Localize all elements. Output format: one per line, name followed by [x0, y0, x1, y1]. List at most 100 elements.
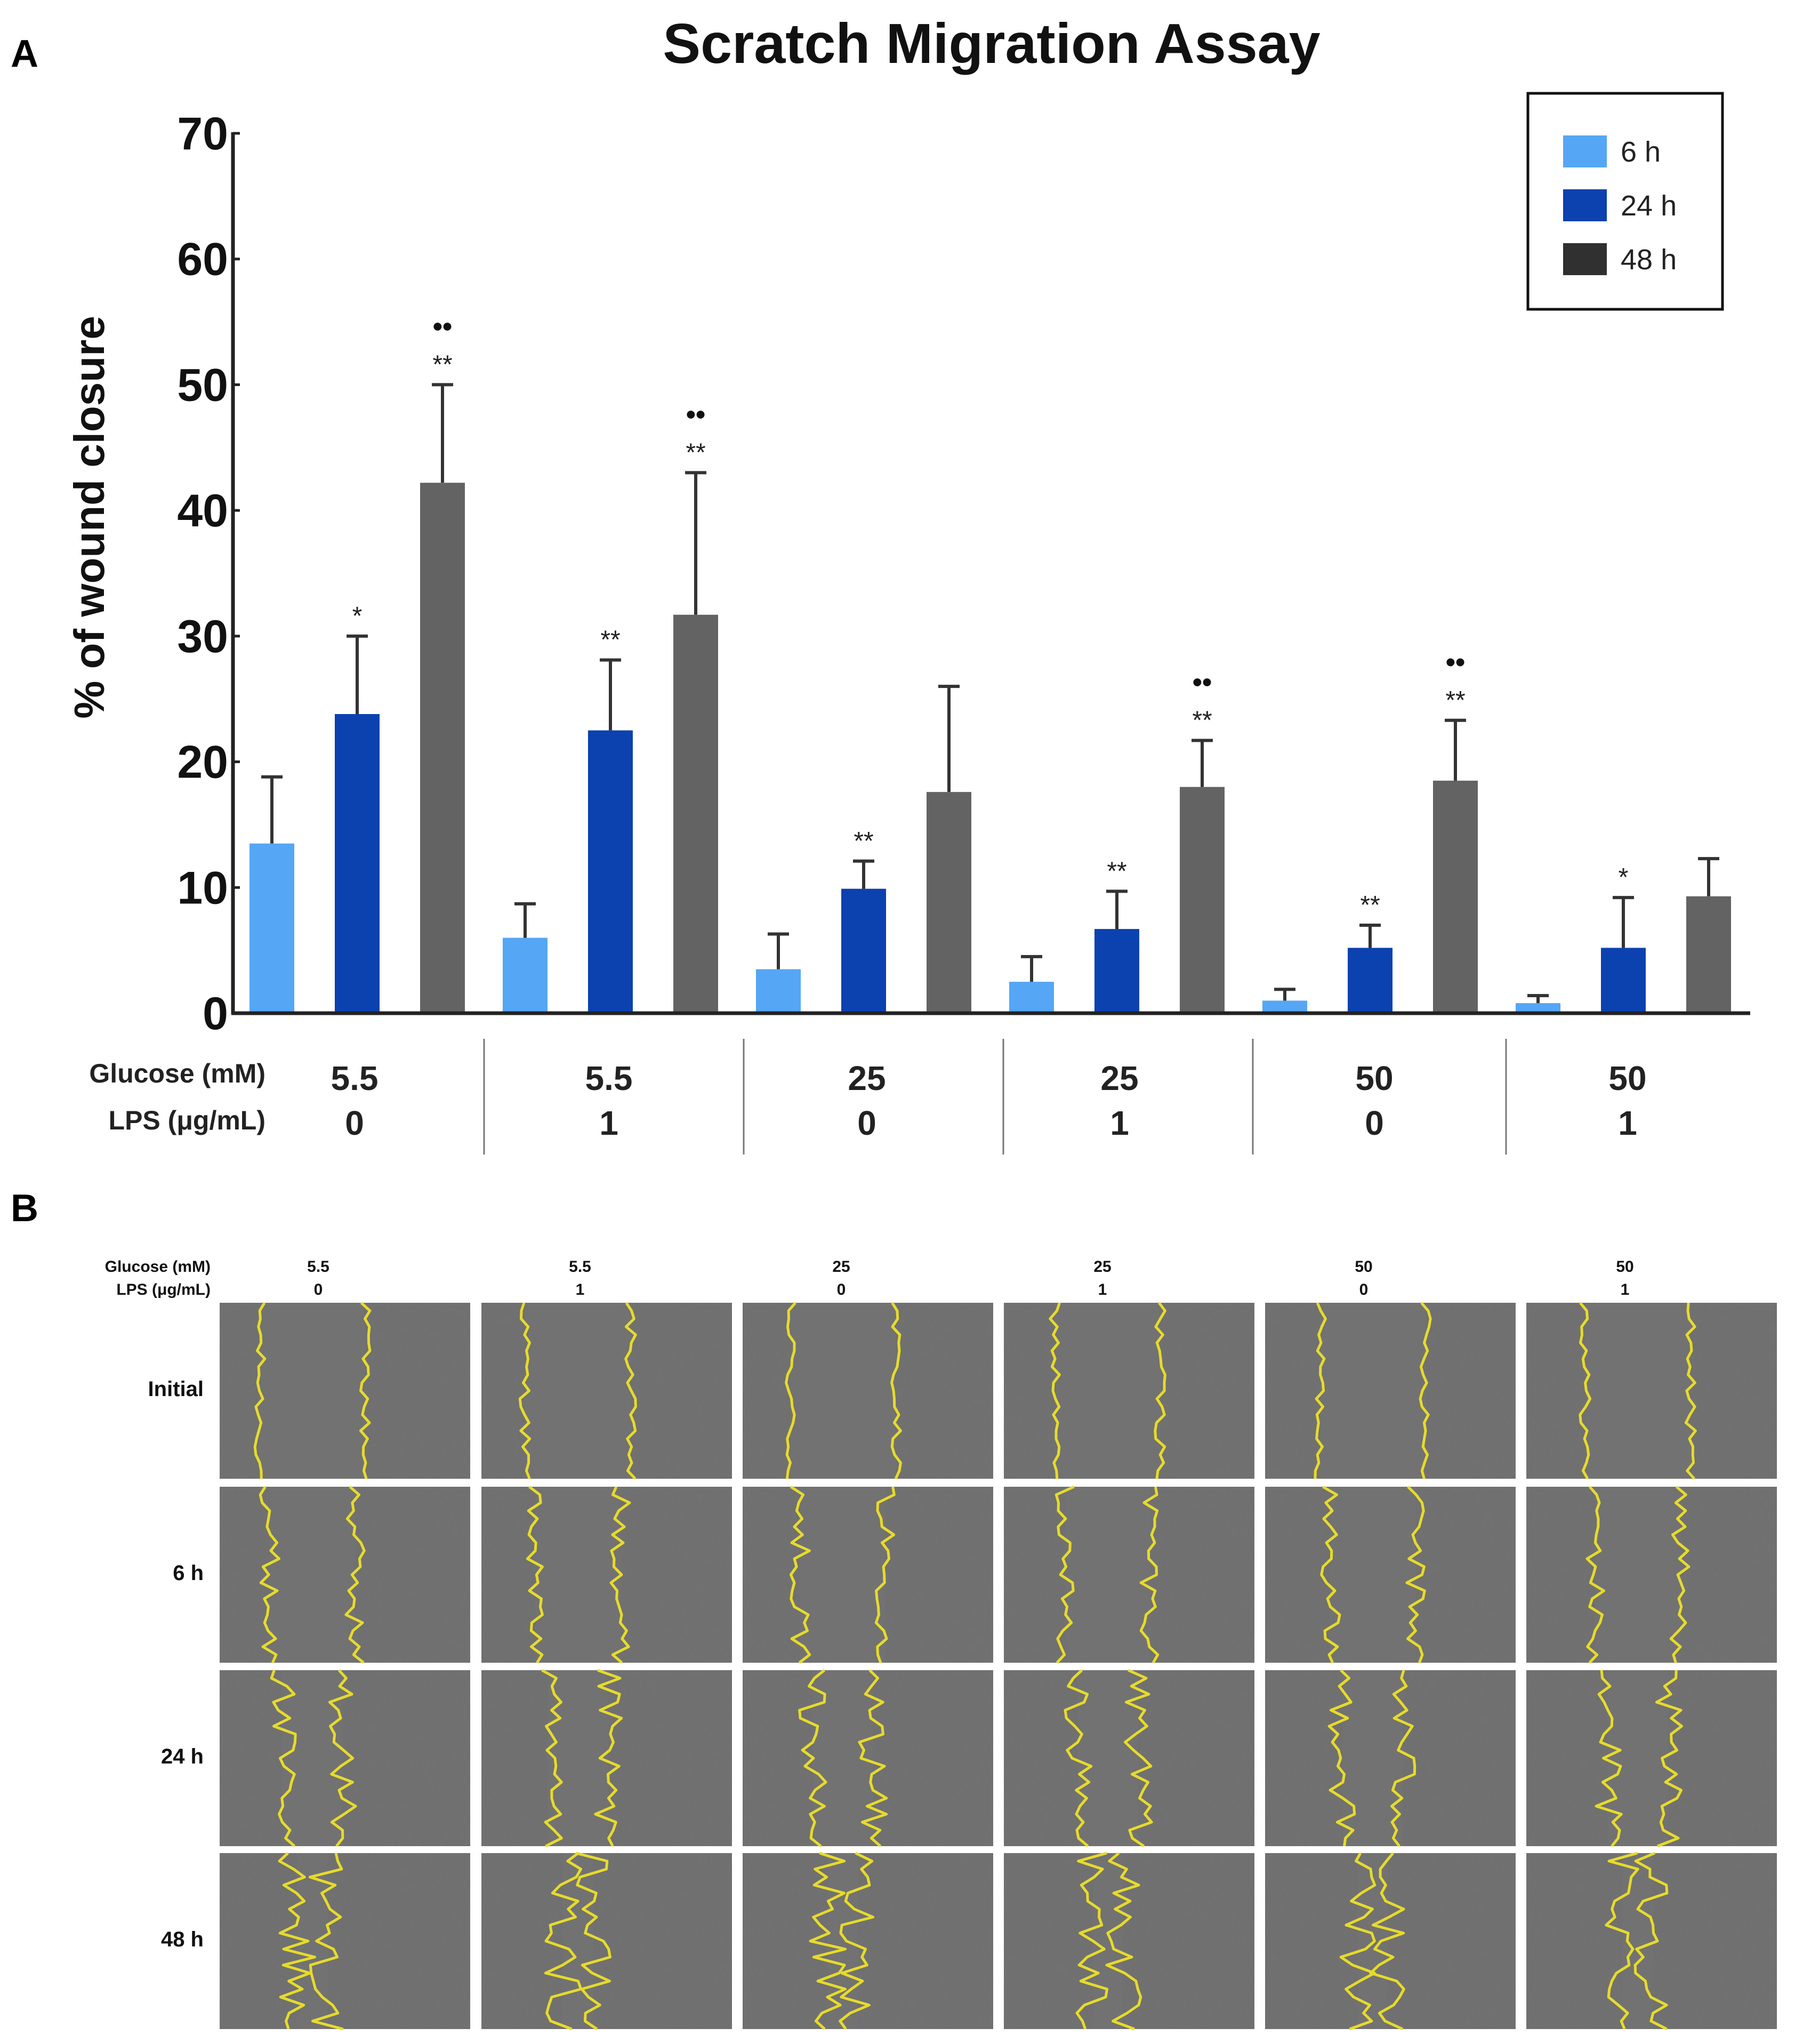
y-tick-label: 40	[177, 485, 228, 536]
wound-edge-line	[1314, 1302, 1327, 1479]
bar	[756, 969, 801, 1013]
micrograph-tile	[1526, 1486, 1777, 1664]
y-tick-label: 30	[177, 611, 228, 662]
wound-edge-line	[1669, 1486, 1691, 1663]
micrograph-tile	[1526, 1851, 1777, 2031]
condition-values: 5.5 0 5.5 1 25 0 25 1 50 0 50 1	[331, 1059, 1647, 1142]
significance-star: **	[1360, 891, 1380, 919]
y-axis-ticks: 0 10 20 30 40 50 60 70	[177, 108, 240, 1039]
glucose-value: 50	[1355, 1059, 1393, 1097]
micrograph-tile	[481, 1302, 732, 1480]
micrograph-texture	[220, 1670, 470, 1846]
significance-star: **	[432, 350, 452, 379]
panel-b-glucose-value: 50	[1616, 1258, 1633, 1276]
bar	[503, 937, 548, 1013]
significance-star: **	[854, 827, 873, 855]
micrograph-tile	[743, 1302, 993, 1480]
wound-edge-line	[785, 1302, 796, 1479]
lps-value: 0	[857, 1104, 876, 1142]
wound-edge-line	[328, 1669, 357, 1847]
wound-edge-line	[874, 1486, 896, 1663]
panel-b-row-labels: Initial 6 h 24 h 48 h	[148, 1377, 204, 1951]
micrograph-tile	[220, 1302, 470, 1479]
wound-gap	[790, 1303, 896, 1479]
wound-edge-line	[359, 1302, 372, 1479]
wound-gap	[1585, 1303, 1691, 1479]
wound-edge-line	[594, 1669, 623, 1847]
panel-b-lps-value: 0	[1359, 1281, 1369, 1298]
panel-b-row-label: 24 h	[161, 1745, 204, 1768]
bar	[927, 792, 971, 1013]
y-tick-label: 60	[177, 234, 228, 285]
significance-star: **	[1192, 707, 1212, 735]
wound-edge-line	[789, 1485, 811, 1664]
micrograph-texture	[1004, 1853, 1254, 2029]
significance-star: **	[1445, 686, 1465, 715]
panel-b-row-label: Initial	[148, 1377, 204, 1401]
wound-edge-line	[1595, 1670, 1623, 1847]
wound-edge-line	[839, 1851, 875, 2030]
significance-dots: ••	[433, 311, 452, 342]
micrograph-tile	[743, 1669, 993, 1847]
chart-title: Scratch Migration Assay	[663, 12, 1320, 75]
glucose-value: 5.5	[585, 1059, 633, 1097]
wound-edge-line	[253, 1302, 267, 1479]
micrograph-grid	[220, 1302, 1777, 2031]
panel-a-label: A	[11, 33, 38, 75]
y-tick-label: 20	[177, 737, 228, 788]
panel-b-lps-header: LPS (μg/mL)	[116, 1281, 211, 1298]
micrograph-tile	[481, 1851, 732, 2031]
wound-edge-line	[1105, 1852, 1142, 2031]
legend-label-48h: 48 h	[1621, 244, 1677, 276]
glucose-value: 50	[1608, 1059, 1646, 1097]
bar	[673, 614, 718, 1013]
micrograph-tile	[1004, 1485, 1254, 1664]
panel-b-lps-value: 1	[576, 1281, 585, 1298]
significance-annotations: ************••**••**••**••	[352, 311, 1629, 919]
legend: 6 h 24 h 48 h	[1526, 92, 1724, 311]
wound-edge-line	[1585, 1486, 1605, 1664]
lps-value: 1	[1110, 1104, 1129, 1142]
bar	[1686, 896, 1731, 1013]
micrograph-texture	[1265, 1853, 1516, 2029]
wound-edge-line	[1655, 1670, 1683, 1848]
group-dividers	[483, 1039, 1507, 1155]
wound-edge-line	[1049, 1302, 1061, 1479]
micrograph-tile	[220, 1486, 470, 1664]
bar	[1348, 948, 1392, 1013]
wound-edge-line	[575, 1851, 611, 2031]
wound-gap	[1092, 1853, 1123, 2029]
significance-star: *	[1619, 863, 1629, 892]
bar	[1516, 1003, 1560, 1013]
bar	[1601, 948, 1646, 1013]
wound-edge-line	[624, 1302, 637, 1480]
wound-gap	[800, 1487, 886, 1663]
legend-swatch-6h	[1563, 135, 1607, 167]
wound-edge-line	[1064, 1669, 1093, 1847]
wound-edge-line	[308, 1853, 344, 2031]
panel-b-column-headers: 5.5 0 5.5 1 25 0 25 1 50 0 50 1	[307, 1258, 1634, 1298]
wound-gap	[270, 1487, 355, 1663]
wound-edge-line	[541, 1669, 563, 1848]
panel-b-glucose-header: Glucose (mM)	[105, 1258, 211, 1276]
micrograph-tile	[1265, 1302, 1516, 1479]
micrograph-tile	[743, 1485, 993, 1664]
y-tick-label: 50	[177, 359, 228, 411]
panel-b-glucose-value: 50	[1355, 1258, 1372, 1276]
significance-dots: ••	[1193, 667, 1212, 698]
wound-edge-line	[344, 1486, 366, 1664]
significance-star: **	[1107, 857, 1126, 885]
wound-edge-line	[1075, 1851, 1108, 2030]
wound-edge-line	[609, 1486, 631, 1664]
wound-edge-line	[278, 1852, 316, 2030]
wound-gap	[297, 1853, 328, 2029]
wound-edge-line	[1419, 1302, 1432, 1479]
wound-gap	[525, 1303, 631, 1479]
wound-edge-line	[270, 1670, 297, 1847]
micrograph-texture	[220, 1853, 470, 2029]
wound-gap	[1330, 1487, 1415, 1663]
panel-b-glucose-value: 5.5	[307, 1258, 329, 1276]
bar	[1433, 780, 1478, 1013]
lps-value: 1	[599, 1104, 618, 1142]
glucose-value: 25	[1100, 1059, 1138, 1097]
